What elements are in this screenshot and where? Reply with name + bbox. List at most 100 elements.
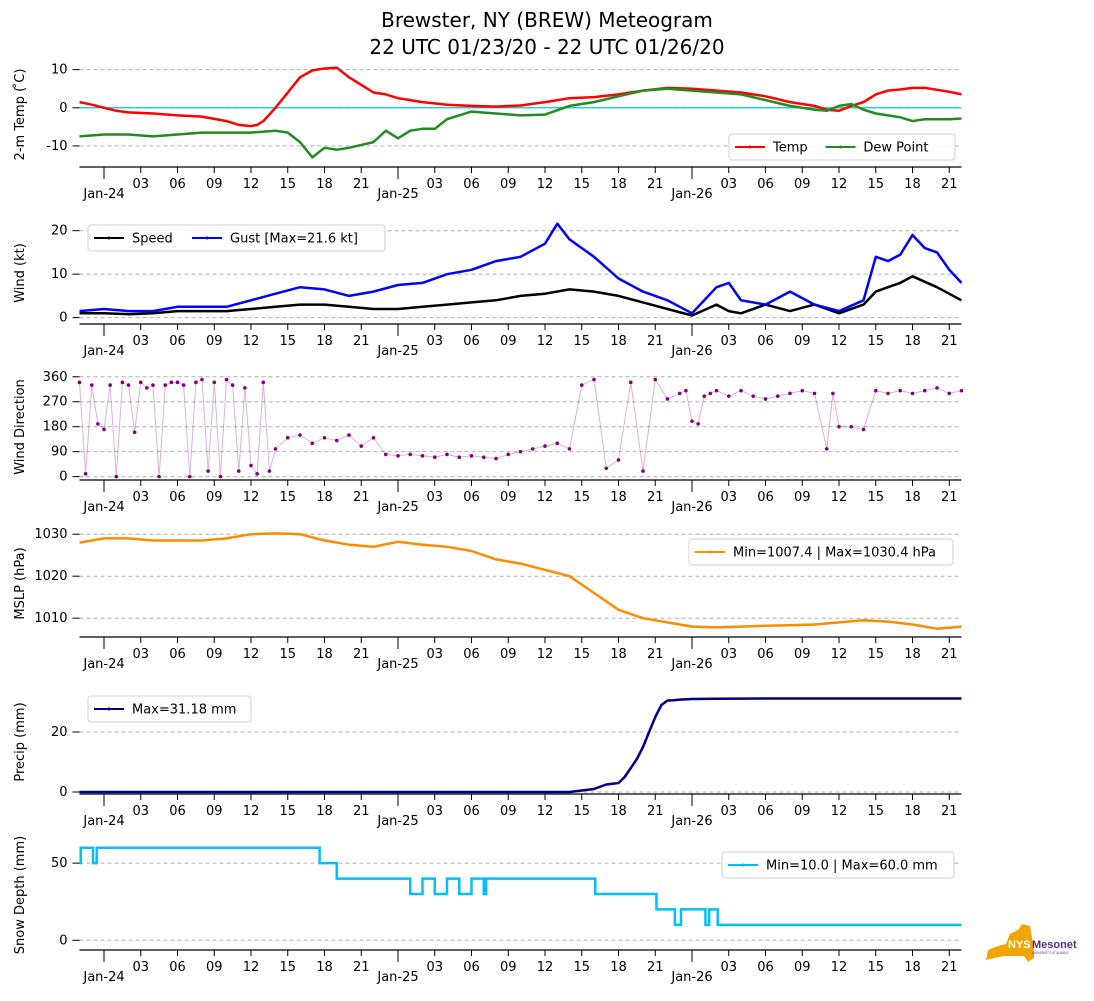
data-point <box>334 438 339 443</box>
x-tick-label: 18 <box>610 804 627 819</box>
x-tick-label: Jan-24 <box>82 500 124 515</box>
x-tick-label: 15 <box>279 804 296 819</box>
x-tick-label: 12 <box>537 804 554 819</box>
y-tick-label: 10 <box>51 63 68 78</box>
data-point <box>616 458 621 462</box>
data-point <box>145 386 149 390</box>
x-tick-label: 03 <box>132 490 149 505</box>
legend-label: Dew Point <box>863 141 928 156</box>
x-tick-label: 21 <box>941 647 958 662</box>
data-point <box>837 424 841 429</box>
data-point <box>267 469 272 473</box>
x-tick-label: 09 <box>794 177 811 192</box>
x-tick-label: Jan-25 <box>376 657 418 672</box>
panel-wind: 0 10 20 Jan-24 03 06 09 12 15 18 21 Jan-25 03 06 09 12 1… <box>13 222 963 359</box>
x-tick-label: 12 <box>243 490 260 505</box>
legend-label: Min=10.0 | Max=60.0 mm <box>766 859 938 874</box>
x-tick-label: 03 <box>426 960 443 975</box>
x-tick-label: 09 <box>794 490 811 505</box>
data-point <box>273 447 278 451</box>
data-point <box>788 391 792 396</box>
x-tick-label: 09 <box>206 960 223 975</box>
x-tick-label: 12 <box>243 960 260 975</box>
y-tick-label: 0 <box>59 785 67 800</box>
data-point <box>163 383 168 387</box>
legend-marker <box>205 236 209 240</box>
legend-box <box>721 851 955 879</box>
nys-mesonet-logo: NYS Mesonet UNIVERSITY AT ALBANY <box>986 924 1077 962</box>
x-tick-label: 09 <box>500 804 517 819</box>
data-point <box>592 377 596 382</box>
data-point <box>726 394 731 398</box>
data-point <box>120 380 125 385</box>
data-point <box>285 435 290 440</box>
data-point <box>212 380 217 385</box>
x-tick-label: 18 <box>610 334 627 349</box>
x-tick-label: 12 <box>831 334 848 349</box>
x-tick-label: 03 <box>720 490 737 505</box>
x-tick-label: 06 <box>463 490 480 505</box>
x-tick-label: 09 <box>206 177 223 192</box>
panel-precip: 0 20 Jan-24 03 06 09 12 15 18 21 Jan-25 03 06 09 12 15 1… <box>13 695 962 829</box>
x-tick-label: 21 <box>353 647 370 662</box>
x-tick-label: Jan-26 <box>670 657 712 672</box>
x-tick-label: Jan-25 <box>376 500 418 515</box>
data-point <box>230 383 235 387</box>
data-point <box>812 391 817 396</box>
data-point <box>751 394 756 398</box>
panel-mslp: 1010 1020 1030 Jan-24 03 06 09 12 15 18 21 Jan-25 03… <box>13 527 962 672</box>
x-tick-label: 21 <box>647 334 664 349</box>
x-tick-label: 03 <box>132 647 149 662</box>
legend-temp: Temp Dew Point <box>728 133 956 161</box>
x-tick-label: 09 <box>794 334 811 349</box>
x-tick-label: 09 <box>500 647 517 662</box>
data-point <box>194 380 198 385</box>
x-tick-label: 03 <box>132 334 149 349</box>
y-axis-label: Snow Depth (mm) <box>13 836 28 954</box>
x-tick-label: 12 <box>537 490 554 505</box>
data-point <box>690 419 694 423</box>
data-point <box>132 430 137 435</box>
chart-title: Brewster, NY (BREW) Meteogram <box>381 8 713 32</box>
x-tick-label: 18 <box>610 960 627 975</box>
data-point <box>236 469 241 473</box>
x-tick-label: 18 <box>316 960 333 975</box>
legend-mslp: Min=1007.4 | Max=1030.4 hPa <box>688 538 954 566</box>
x-tick-label: 15 <box>279 334 296 349</box>
x-tick-label: 15 <box>573 804 590 819</box>
chart-subtitle: 22 UTC 01/23/20 - 22 UTC 01/26/20 <box>369 35 725 59</box>
data-point <box>396 454 400 458</box>
data-point <box>481 455 486 460</box>
legend-marker <box>708 550 712 554</box>
x-tick-label: 06 <box>169 177 186 192</box>
x-tick-label: Jan-25 <box>376 814 418 829</box>
data-point <box>708 391 713 396</box>
data-point <box>200 377 204 382</box>
data-point <box>604 466 609 471</box>
x-tick-label: 03 <box>426 490 443 505</box>
data-point <box>677 391 682 396</box>
x-tick-label: 06 <box>757 490 774 505</box>
x-tick-label: 06 <box>169 490 186 505</box>
y-tick-label: 1030 <box>34 527 67 542</box>
series-line-dew-point <box>79 87 962 159</box>
legend-label: Speed <box>132 232 173 247</box>
legend-label: Temp <box>772 141 808 156</box>
data-point <box>420 454 425 458</box>
x-tick-label: 18 <box>316 334 333 349</box>
x-tick-label: 21 <box>353 490 370 505</box>
x-tick-label: 03 <box>426 334 443 349</box>
data-point <box>432 455 437 460</box>
legend-label: Max=31.18 mm <box>132 703 236 718</box>
data-point <box>138 380 143 385</box>
x-tick-label: 12 <box>537 334 554 349</box>
y-tick-label: 0 <box>59 933 67 948</box>
x-tick-label: 21 <box>353 334 370 349</box>
data-point <box>628 380 633 385</box>
x-tick-label: 15 <box>867 334 884 349</box>
data-point <box>83 472 88 476</box>
x-tick-label: Jan-24 <box>82 970 124 985</box>
x-tick-label: 15 <box>279 177 296 192</box>
x-tick-label: 21 <box>941 960 958 975</box>
logo-university-text: UNIVERSITY AT ALBANY <box>1032 951 1070 955</box>
